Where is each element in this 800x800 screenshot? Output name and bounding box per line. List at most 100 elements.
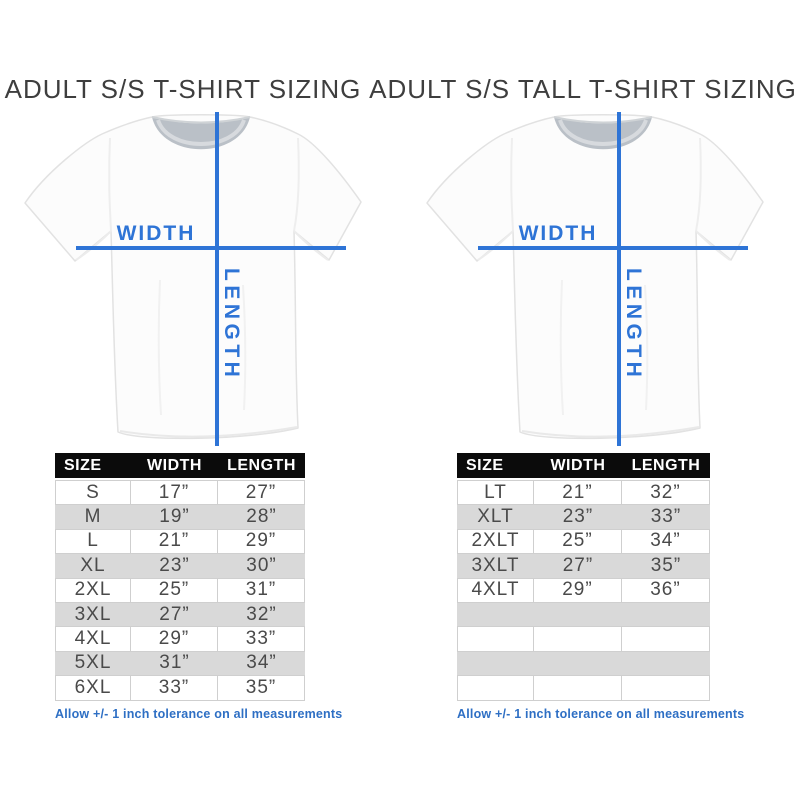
tshirt-body — [426, 114, 764, 440]
cell-size: XLT — [477, 506, 514, 528]
cell-width: 21” — [534, 481, 622, 505]
cell-width: 23” — [159, 554, 190, 576]
table-row: XLT 23” 33” — [457, 505, 710, 530]
cell-size: 2XLT — [457, 529, 534, 554]
fold-line — [644, 284, 649, 411]
cell-length: 31” — [218, 578, 305, 602]
cell-size: 4XL — [55, 627, 131, 651]
header-length: LENGTH — [227, 456, 296, 474]
table-row: 4XLT 29” 36” — [457, 578, 710, 603]
cell-length: 28” — [246, 506, 277, 528]
width-line — [76, 246, 346, 250]
cell-size: 4XLT — [457, 578, 534, 602]
width-label: WIDTH — [519, 222, 598, 245]
right-sleeve-seam — [695, 137, 702, 232]
cell-length: 33” — [218, 627, 305, 651]
cell-width: 29” — [534, 578, 622, 602]
length-line — [617, 112, 621, 446]
table-row: 2XL 25” 31” — [55, 578, 305, 603]
size-table: SIZE WIDTH LENGTH S 17” 27” M 19” 28” L … — [55, 453, 342, 721]
cell-length: 34” — [622, 529, 710, 554]
cell-width: 17” — [131, 481, 218, 505]
cell-size: LT — [457, 481, 534, 505]
cell-length: 32” — [622, 481, 710, 505]
header-size: SIZE — [466, 456, 504, 474]
length-line — [215, 112, 219, 446]
table-row: LT 21” 32” — [457, 481, 710, 506]
right-sleeve-seam — [293, 137, 300, 232]
table-row-empty — [457, 676, 710, 701]
cell-length: 29” — [218, 529, 305, 554]
hem-shadow — [521, 426, 700, 438]
cell-size — [457, 652, 534, 675]
collar-rim — [553, 116, 653, 124]
cell-width: 19” — [159, 506, 190, 528]
cell-length: 27” — [218, 481, 305, 505]
panel-adult-ss: ADULT S/S T-SHIRT SIZING WIDTH LENGTH SI… — [4, 74, 362, 721]
table-row: 3XLT 27” 35” — [457, 554, 710, 579]
header-width: WIDTH — [550, 456, 606, 474]
tshirt-body — [24, 114, 362, 440]
panel-adult-ss-tall: ADULT S/S TALL T-SHIRT SIZING WIDTH LENG… — [369, 0, 800, 800]
cell-length — [622, 652, 710, 675]
table-header-row: SIZE WIDTH LENGTH — [457, 453, 710, 478]
fold-line — [157, 279, 162, 416]
table-header-row: SIZE WIDTH LENGTH — [55, 453, 305, 478]
collar-rim — [151, 116, 251, 124]
table-body: S 17” 27” M 19” 28” L 21” 29” XL 23” 30”… — [55, 480, 305, 701]
header-width: WIDTH — [147, 456, 202, 474]
fold-line — [242, 284, 247, 411]
cell-length: 32” — [246, 603, 277, 625]
cell-length — [622, 603, 710, 626]
collar-band — [558, 119, 648, 146]
cell-size — [457, 603, 534, 626]
cell-size: 6XL — [55, 676, 131, 700]
collar-band — [156, 119, 246, 146]
fold-line — [559, 279, 564, 416]
cell-size — [457, 627, 534, 651]
width-label: WIDTH — [117, 222, 196, 245]
table-row-empty — [457, 602, 710, 628]
cell-size: 3XLT — [471, 554, 520, 576]
panel-title: ADULT S/S T-SHIRT SIZING — [4, 74, 362, 104]
table-body: LT 21” 32” XLT 23” 33” 2XLT 25” 34” 3XLT… — [457, 480, 710, 701]
cell-size: 5XL — [74, 652, 112, 674]
cell-width: 29” — [131, 627, 218, 651]
cell-length: 34” — [246, 652, 277, 674]
cell-width: 33” — [131, 676, 218, 700]
cell-length: 33” — [650, 506, 682, 528]
cell-length: 35” — [650, 554, 682, 576]
table-row: 5XL 31” 34” — [55, 651, 305, 677]
table-row: M 19” 28” — [55, 505, 305, 530]
length-label: LENGTH — [622, 268, 645, 381]
table-row: XL 23” 30” — [55, 554, 305, 579]
cell-length — [622, 627, 710, 651]
cell-size: M — [84, 506, 102, 528]
cell-width: 25” — [534, 529, 622, 554]
width-line — [478, 246, 748, 250]
cell-size: S — [55, 481, 131, 505]
table-row: 2XLT 25” 34” — [457, 529, 710, 555]
header-length: LENGTH — [631, 456, 701, 474]
cell-size — [457, 676, 534, 700]
table-row: S 17” 27” — [55, 481, 305, 506]
table-row-empty — [457, 627, 710, 652]
cell-width: 25” — [131, 578, 218, 602]
tshirt-diagram: WIDTH LENGTH — [24, 112, 362, 446]
table-row: 4XL 29” 33” — [55, 627, 305, 652]
cell-width — [534, 627, 622, 651]
tolerance-note: Allow +/- 1 inch tolerance on all measur… — [457, 706, 745, 721]
cell-width: 27” — [159, 603, 190, 625]
size-table: SIZE WIDTH LENGTH LT 21” 32” XLT 23” 33”… — [457, 453, 745, 721]
cell-width — [534, 652, 622, 675]
cell-size: 3XL — [74, 603, 112, 625]
table-row-empty — [457, 651, 710, 677]
cell-size: XL — [80, 554, 106, 576]
tshirt-diagram: WIDTH LENGTH — [426, 112, 764, 446]
header-size: SIZE — [64, 456, 102, 474]
table-row: 6XL 33” 35” — [55, 676, 305, 701]
cell-width: 27” — [562, 554, 594, 576]
cell-size: L — [55, 529, 131, 554]
left-sleeve-seam — [510, 137, 514, 232]
